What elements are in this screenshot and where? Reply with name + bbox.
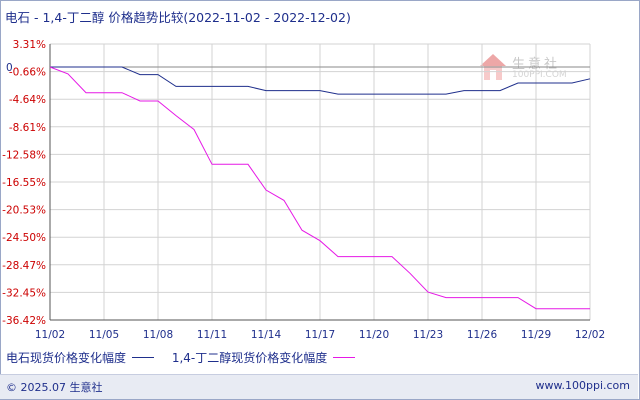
footer-bar: © 2025.07 生意社 www.100ppi.com [0,374,638,399]
legend-item-series2: 1,4-丁二醇现货价格变化幅度 [171,349,356,366]
x-tick-label: 11/14 [251,329,282,341]
y-tick-label: -4.64% [9,94,46,106]
x-tick-label: 11/11 [197,329,227,341]
x-tick-label: 11/23 [413,329,443,341]
y-tick-label: 3.31% [13,39,46,51]
series-line-1 [50,66,591,95]
watermark-url: 100PPI.COM [512,70,567,80]
legend-swatch-series1 [132,357,155,358]
x-tick-label: 11/02 [35,329,65,341]
x-tick-label: 11/26 [467,329,498,341]
legend-label-series2: 1,4-丁二醇现货价格变化幅度 [171,351,328,365]
x-tick-label: 11/20 [359,329,389,341]
y-tick-labels: 3.31% -0.66% -4.64% -8.61% -12.58% -16.55% -20… [2,39,46,327]
y-tick-label: -0.66% [9,67,46,79]
series-lines [49,66,591,310]
watermark-name: 生意社 [512,57,561,72]
series-line-2 [49,66,590,310]
y-tick-label: -36.42% [2,315,46,327]
y-tick-label: -12.58% [2,149,46,161]
axes [49,44,590,321]
house-icon [480,54,506,80]
legend: 电石现货价格变化幅度 1,4-丁二醇现货价格变化幅度 [6,349,369,366]
x-tick-label: 12/02 [575,329,605,341]
grid [49,43,591,321]
legend-label-series1: 电石现货价格变化幅度 [6,351,127,365]
watermark-logo: 生意社 100PPI.COM [478,52,578,84]
y-tick-label: -28.47% [2,260,46,272]
y-tick-label: -8.61% [9,122,46,134]
footer-website-link[interactable]: www.100ppi.com [535,379,630,392]
legend-item-series1: 电石现货价格变化幅度 [6,349,155,366]
zero-label: 0 [6,62,13,74]
y-tick-label: -20.53% [2,205,46,217]
y-tick-label: -32.45% [2,287,46,299]
x-tick-labels: 11/02 11/05 11/08 11/11 11/14 11/17 11/20 11/23… [35,329,605,341]
legend-swatch-series2 [333,357,356,358]
x-tick-label: 11/17 [305,329,335,341]
x-tick-label: 11/29 [521,329,551,341]
x-tick-label: 11/08 [143,329,173,341]
chart-title: 电石 - 1,4-丁二醇 价格趋势比较(2022-11-02 - 2022-12… [5,10,351,25]
x-tick-label: 11/05 [89,329,119,341]
y-tick-label: -24.50% [2,232,46,244]
footer-copyright: © 2025.07 生意社 [6,381,103,394]
y-tick-label: -16.55% [2,177,46,189]
